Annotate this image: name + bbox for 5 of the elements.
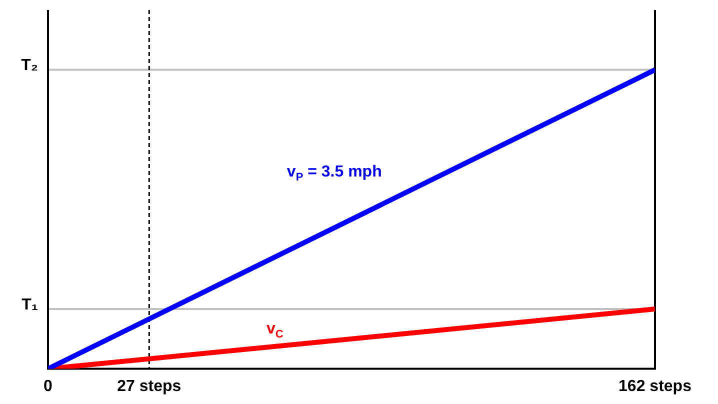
ref-line-label: T₁ (22, 296, 38, 314)
x-tick-label: 0 (44, 378, 53, 395)
ref-line-label: T₂ (21, 57, 38, 74)
x-tick-label: 27 steps (117, 378, 182, 395)
x-tick-label: 162 steps (618, 378, 692, 395)
